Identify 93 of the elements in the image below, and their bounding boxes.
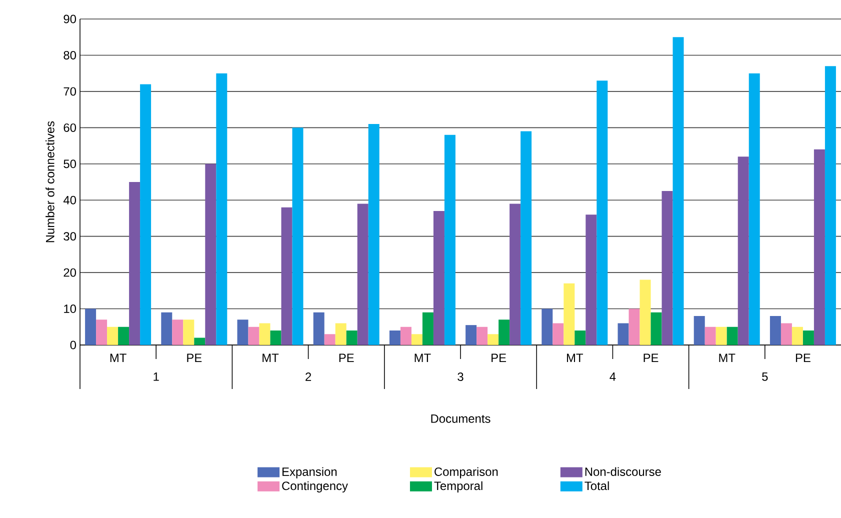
bar: [510, 204, 521, 345]
legend-label: Total: [584, 481, 609, 490]
bar: [694, 316, 705, 345]
bar: [357, 204, 368, 345]
bar: [726, 326, 738, 345]
y-tick-label: 30: [64, 232, 76, 241]
bar: [270, 330, 282, 345]
bar: [324, 334, 336, 345]
bar: [574, 330, 586, 345]
legend-label: Expansion: [282, 467, 337, 478]
bar: [586, 214, 597, 345]
x-tick-label: PE: [492, 354, 506, 362]
bar: [96, 320, 108, 345]
bar: [411, 334, 422, 345]
bar: [346, 330, 358, 345]
bar: [770, 316, 781, 345]
bar: [792, 326, 803, 345]
x-tick-label: PE: [339, 354, 354, 362]
x-tick-label: MT: [567, 354, 584, 362]
x-tick-label: MT: [719, 354, 736, 362]
x-tick-label: MT: [110, 354, 126, 362]
bar: [650, 312, 662, 345]
bar: [704, 326, 716, 345]
x-tick-label: MT: [262, 354, 279, 362]
bar: [172, 320, 184, 345]
bar: [628, 308, 640, 345]
x-axis-title: Documents: [431, 414, 490, 423]
text: 5: [762, 372, 768, 381]
bar: [183, 320, 194, 345]
bar: [466, 325, 477, 345]
bar: [205, 164, 216, 345]
bar: [107, 326, 118, 345]
bar: [237, 320, 248, 345]
bar: [140, 84, 152, 345]
text: 3: [458, 372, 464, 381]
bar: [738, 156, 749, 345]
bar: [313, 312, 324, 345]
bar: [194, 338, 206, 345]
y-tick-label: 40: [63, 196, 76, 204]
bar: [814, 149, 825, 345]
bar: [802, 330, 814, 345]
bar: [824, 66, 836, 345]
bar: [542, 308, 553, 345]
bar: [716, 326, 727, 345]
bar: [618, 323, 629, 345]
bar: [85, 308, 96, 345]
y-tick-label: 0: [70, 340, 76, 350]
text: 1: [154, 372, 159, 381]
y-axis-title: Number of connectives: [46, 121, 54, 242]
bar: [259, 323, 270, 345]
bar: [444, 134, 456, 345]
bar: [216, 73, 228, 345]
bar: [748, 73, 760, 345]
bar: [161, 312, 172, 345]
bar: [281, 207, 292, 345]
bar: [488, 334, 499, 345]
legend-label: Contingency: [282, 481, 348, 492]
y-tick-label: 60: [64, 123, 76, 132]
bar: [422, 312, 434, 345]
x-tick-label: MT: [414, 354, 431, 362]
bar: [335, 323, 346, 345]
bar: [672, 37, 684, 345]
bar: [292, 128, 304, 345]
text: 2: [306, 372, 312, 381]
bar: [596, 80, 608, 345]
bar: [476, 326, 488, 345]
legend-label: Comparison: [434, 467, 498, 478]
bar: [400, 326, 412, 345]
bar: [389, 330, 400, 345]
bar: [564, 283, 575, 345]
x-tick-label: PE: [644, 354, 658, 362]
legend-label: Temporal: [434, 481, 482, 492]
bar: [498, 320, 510, 345]
bar: [118, 326, 130, 345]
legend-label: Non-discourse: [585, 467, 661, 476]
y-tick-label: 10: [64, 304, 76, 313]
bar: [129, 182, 140, 345]
y-tick-label: 50: [64, 160, 76, 168]
y-tick-label: 90: [64, 14, 76, 24]
bar: [662, 191, 673, 345]
bar: [248, 326, 260, 345]
bar: [780, 323, 792, 345]
bar: [433, 210, 444, 345]
text: 4: [610, 372, 616, 381]
bar: [640, 280, 651, 345]
y-tick-label: 20: [64, 268, 76, 277]
bar: [552, 323, 564, 345]
bar: [520, 131, 532, 345]
bar: [368, 124, 380, 345]
y-tick-label: 70: [64, 87, 76, 96]
x-tick-label: PE: [187, 354, 202, 362]
x-tick-label: PE: [796, 354, 810, 362]
y-tick-label: 80: [64, 50, 76, 60]
